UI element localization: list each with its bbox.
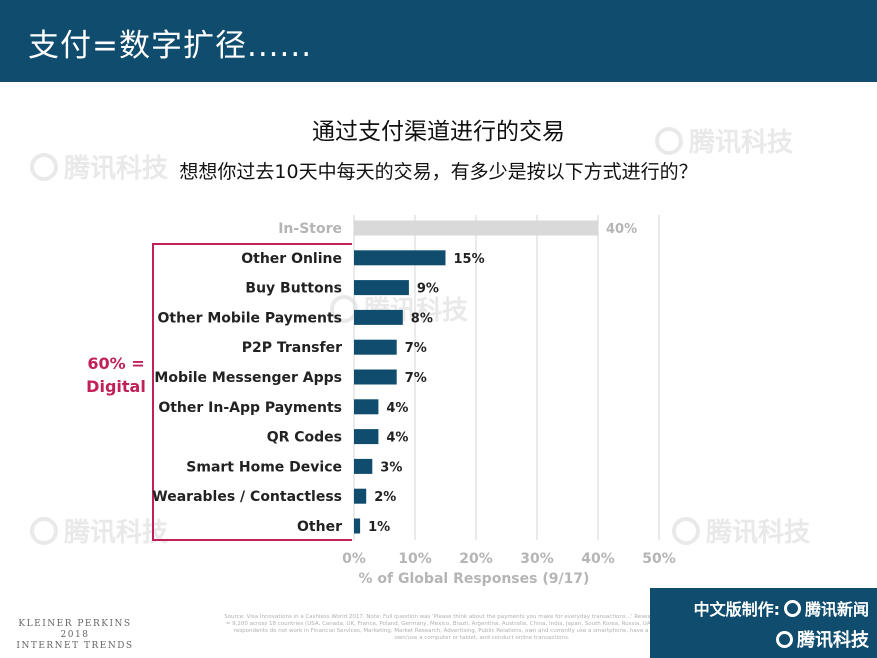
- watermark: 腾讯科技: [655, 122, 793, 159]
- bar: [354, 369, 397, 385]
- value-label: 2%: [374, 490, 396, 505]
- value-label: 7%: [405, 371, 427, 386]
- value-label: 40%: [606, 222, 637, 237]
- watermark-logo-icon: [655, 126, 683, 155]
- kpcb-brand: KLEINER PERKINS 2018 INTERNET TRENDS: [10, 619, 140, 652]
- value-label: 7%: [405, 341, 427, 356]
- bar: [354, 429, 379, 445]
- digital-annotation-line1: 60% =: [87, 354, 145, 373]
- value-label: 4%: [386, 401, 408, 416]
- credit-line-news: 中文版制作: 腾讯新闻: [694, 596, 869, 620]
- category-label: QR Codes: [267, 430, 342, 446]
- tencent-logo-icon: [783, 599, 801, 617]
- value-label: 8%: [411, 311, 433, 326]
- bar: [354, 458, 373, 474]
- bar: [354, 309, 403, 325]
- value-label: 3%: [380, 460, 402, 475]
- watermark: 腾讯科技: [30, 512, 168, 549]
- bar: [354, 280, 409, 296]
- watermark-logo-icon: [30, 516, 58, 545]
- brand-line-1: KLEINER PERKINS: [18, 619, 132, 629]
- digital-annotation-line2: Digital: [86, 377, 146, 396]
- x-tick-label: 50%: [642, 551, 676, 567]
- digital-bracket: [152, 243, 352, 541]
- x-axis-label: % of Global Responses (9/17): [359, 571, 590, 587]
- bar-chart: In-Store 40% Other Online 15% Buy Buttons 9% O…: [152, 215, 676, 587]
- watermark: 腾讯科技: [672, 512, 810, 549]
- bar: [354, 220, 598, 236]
- category-label: Other Mobile Payments: [158, 310, 342, 326]
- credit-prefix: 中文版制作:: [693, 600, 780, 619]
- credit-line-tech: 腾讯科技: [776, 626, 869, 652]
- watermark-logo-icon: [672, 516, 700, 545]
- brand-line-3: INTERNET TRENDS: [16, 641, 134, 651]
- source-note: Source: Visa Innovations in a Cashless W…: [224, 614, 740, 641]
- value-label: 4%: [386, 431, 408, 446]
- tencent-logo-icon: [776, 630, 793, 648]
- category-label: Smart Home Device: [186, 459, 342, 475]
- chart-title: 通过支付渠道进行的交易: [312, 119, 565, 145]
- category-label: Other In-App Payments: [158, 400, 342, 416]
- bar: [354, 250, 446, 266]
- page-title: 支付=数字扩径......: [28, 28, 313, 64]
- digital-annotation: 60% = Digital: [80, 352, 152, 398]
- bar: [354, 399, 379, 415]
- x-tick-label: 20%: [459, 551, 493, 567]
- watermark-logo-icon: [330, 294, 358, 323]
- x-tick-label: 40%: [581, 551, 615, 567]
- brand-line-2: 2018: [60, 630, 90, 640]
- category-label: Wearables / Contactless: [152, 489, 342, 505]
- bar: [354, 339, 397, 355]
- value-label: 1%: [368, 520, 390, 535]
- category-label: In-Store: [278, 221, 342, 237]
- category-label: Other Online: [241, 251, 342, 267]
- watermark-logo-icon: [30, 152, 58, 181]
- category-label: Buy Buttons: [245, 281, 342, 297]
- x-tick-label: 0%: [342, 551, 366, 567]
- credit-brand-tech: 腾讯科技: [797, 630, 869, 651]
- credit-brand-news: 腾讯新闻: [804, 600, 869, 619]
- value-label: 9%: [417, 282, 439, 297]
- watermark: 腾讯科技: [30, 148, 168, 185]
- bar: [354, 518, 361, 534]
- header-bar: 支付=数字扩径......: [0, 0, 877, 82]
- credit-box: 中文版制作: 腾讯新闻 腾讯科技: [650, 588, 877, 658]
- value-label: 15%: [454, 252, 485, 267]
- category-label: Mobile Messenger Apps: [154, 370, 342, 386]
- category-label: P2P Transfer: [242, 340, 342, 356]
- x-tick-label: 30%: [520, 551, 554, 567]
- bar: [354, 488, 367, 504]
- category-label: Other: [297, 519, 342, 535]
- x-tick-label: 10%: [398, 551, 432, 567]
- chart-subtitle: 想想你过去10天中每天的交易，有多少是按以下方式进行的？: [179, 161, 698, 183]
